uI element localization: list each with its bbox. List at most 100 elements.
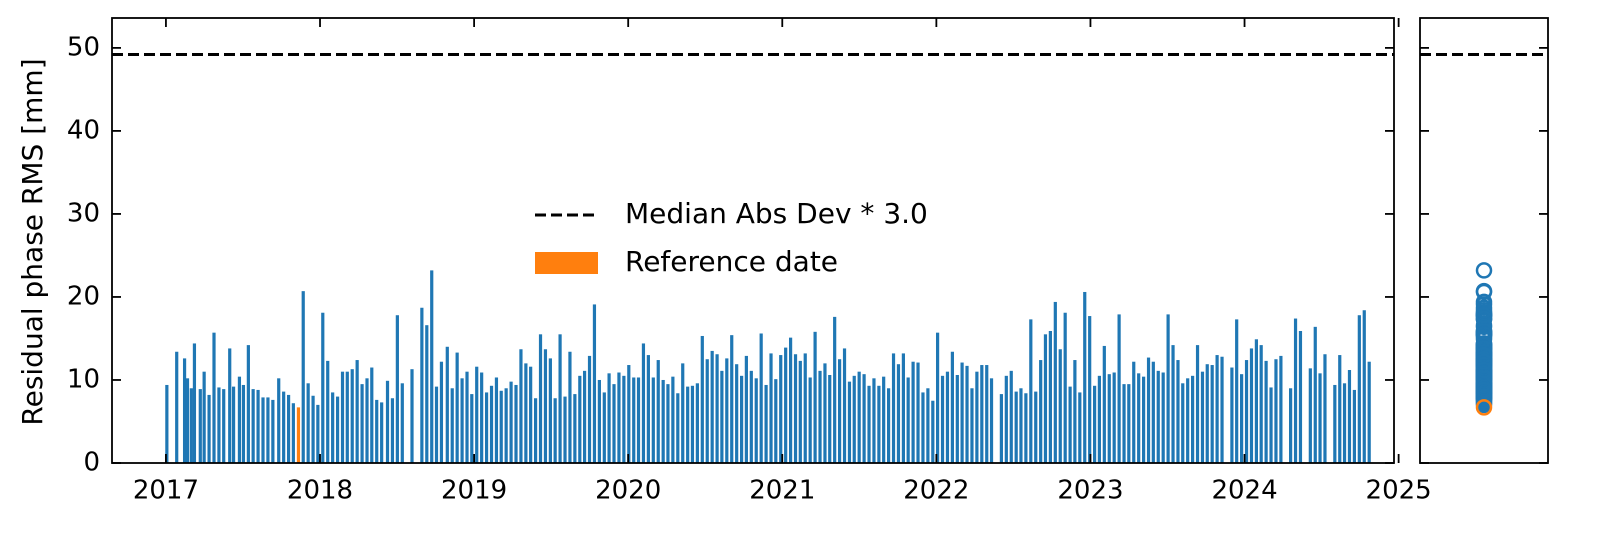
bar [538, 334, 543, 463]
bar [686, 386, 690, 463]
bar [945, 371, 950, 463]
bar [921, 392, 925, 463]
side-frame [1419, 17, 1549, 464]
y-tick-label: 50 [67, 32, 100, 62]
reference-bar [296, 407, 301, 463]
bar [823, 363, 827, 463]
bar [271, 399, 275, 463]
bar [1137, 373, 1141, 463]
bar [612, 384, 616, 463]
bar [587, 355, 592, 463]
bar [867, 385, 871, 463]
bar [524, 363, 528, 463]
bar [494, 377, 499, 463]
bar [465, 371, 469, 463]
bar [641, 343, 646, 463]
x-tick-label: 2023 [1057, 476, 1123, 506]
bar [803, 353, 807, 463]
bar [950, 351, 954, 463]
bar [165, 384, 169, 463]
bar [960, 362, 964, 463]
bar [935, 332, 940, 463]
bar [434, 386, 439, 463]
bar [1043, 334, 1048, 463]
bar [256, 389, 260, 463]
bar [460, 378, 464, 463]
bar [1186, 378, 1190, 463]
bar [1146, 357, 1151, 463]
bar [355, 360, 359, 463]
bar [676, 393, 680, 463]
bar [261, 397, 265, 463]
x-tick-label: 2024 [1211, 476, 1277, 506]
bar [695, 383, 699, 463]
bar [489, 385, 494, 463]
bar [548, 358, 552, 463]
bar [965, 365, 969, 463]
bar [926, 388, 930, 463]
bar [842, 348, 847, 463]
bar [425, 325, 429, 463]
bar [1068, 386, 1072, 463]
bar [450, 388, 454, 463]
legend-label: Median Abs Dev * 3.0 [625, 197, 928, 230]
bar [306, 383, 310, 463]
bar [563, 396, 567, 463]
bar [504, 388, 508, 463]
bar [651, 377, 655, 463]
bar [1097, 375, 1101, 463]
y-tick-label: 40 [67, 115, 100, 145]
bar [202, 371, 206, 463]
bar [282, 391, 286, 463]
plot-frame [111, 17, 1395, 464]
bar [705, 359, 709, 463]
bar [1102, 345, 1106, 463]
bar [331, 392, 335, 463]
bar [636, 377, 641, 463]
bar [228, 348, 232, 463]
bar [335, 396, 340, 463]
bar [475, 366, 479, 463]
bar [340, 371, 345, 463]
bar [1151, 361, 1155, 463]
bar [390, 398, 395, 463]
bar [911, 361, 915, 463]
bar [730, 335, 734, 463]
bar [321, 312, 325, 463]
bar [1142, 376, 1146, 463]
bar [1181, 383, 1185, 463]
bar [764, 384, 768, 463]
bar [646, 355, 650, 463]
bar [311, 395, 315, 463]
bar [1264, 360, 1268, 463]
bar [715, 354, 719, 463]
bar [671, 376, 675, 463]
bar [345, 371, 349, 463]
bar [602, 392, 606, 463]
bar [316, 404, 320, 463]
bar [519, 349, 523, 463]
side-point [1475, 353, 1493, 370]
bar [970, 388, 974, 463]
bar [1347, 370, 1352, 463]
bar [420, 307, 424, 463]
bar [286, 394, 291, 463]
bar [916, 362, 920, 463]
bar [818, 370, 822, 463]
bar [499, 390, 503, 463]
x-tick-label: 2019 [441, 476, 507, 506]
bar [380, 402, 384, 463]
bar [385, 380, 390, 463]
bar [175, 351, 179, 463]
bar [231, 386, 236, 463]
bar [1274, 359, 1278, 463]
bar [627, 365, 631, 463]
bar [690, 385, 695, 463]
bar [543, 349, 548, 463]
bar [582, 370, 587, 463]
side-reference-point [1475, 399, 1493, 416]
bar [1210, 365, 1214, 463]
y-tick-label: 0 [83, 448, 100, 478]
bar [360, 384, 364, 463]
